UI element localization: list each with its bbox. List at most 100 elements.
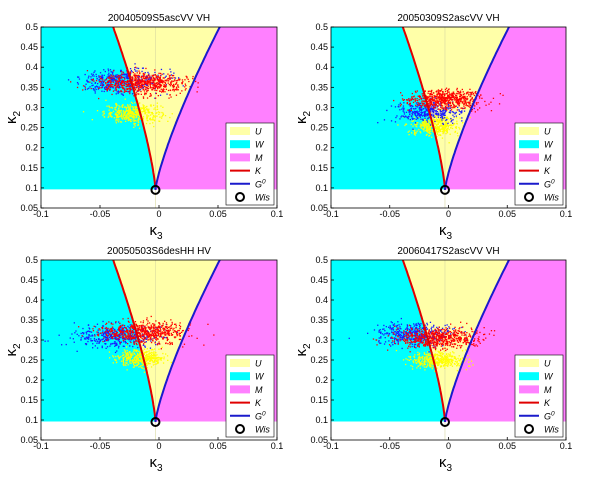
point [103,335,105,337]
point [107,335,109,337]
point [123,118,125,120]
point [138,89,141,91]
region-w [331,260,445,422]
point [143,339,145,341]
legend-label: U [255,359,262,369]
point [97,83,99,85]
point [107,88,109,90]
point [458,110,460,112]
point [114,341,116,343]
point [411,343,413,345]
point [115,344,117,347]
point [106,332,109,334]
point [405,123,408,125]
point [131,102,134,104]
point [151,332,154,334]
point [458,103,460,105]
point [465,358,467,360]
point [478,95,481,98]
point [444,114,446,116]
point [427,110,429,112]
point [437,358,439,360]
point [426,109,428,112]
point [116,119,119,121]
point [451,365,454,367]
point [459,128,461,130]
point [440,93,442,95]
point [130,336,132,338]
point [460,111,462,113]
point [134,76,136,78]
point [424,115,426,117]
point [146,119,148,121]
point [146,97,149,99]
point [409,102,411,105]
point [425,130,428,132]
point [123,113,126,115]
point [445,108,448,110]
point [453,112,455,114]
x-tick-label: 0.05 [209,209,227,219]
point [442,112,444,115]
point [435,127,437,130]
point [454,357,457,360]
point [122,333,124,336]
point [447,360,450,362]
point [111,107,114,109]
point [160,333,162,335]
point [126,356,128,358]
point [125,358,128,360]
point [105,343,107,345]
x-tick-label: 0.05 [498,209,516,219]
point [131,360,134,362]
point [135,361,137,364]
point [143,353,145,355]
point [128,111,130,114]
y-tick-label: 0.1 [315,183,328,193]
point [112,327,114,330]
point [457,93,459,95]
point [141,361,143,363]
x-tick-label: 0.1 [271,209,284,219]
point [430,359,432,361]
point [99,340,101,342]
point [131,112,133,114]
point [111,75,113,78]
point [414,354,416,356]
point [87,81,89,83]
point [423,100,425,103]
point [145,89,147,91]
point [429,106,431,108]
point [138,327,141,329]
point [418,328,420,330]
point [143,348,146,350]
point [147,320,149,322]
point [140,326,143,328]
point [431,108,433,111]
point [434,105,437,107]
point [126,338,128,340]
point [156,327,158,329]
point [437,93,439,95]
point [454,360,457,363]
point [133,332,135,334]
point [418,354,420,356]
point [140,86,142,88]
point [124,338,126,340]
point [119,82,121,85]
point [437,105,439,107]
point [448,128,450,131]
point [144,111,146,113]
point [444,98,447,100]
point [152,113,154,115]
point [446,125,448,127]
point [126,77,128,79]
x-tick-label: 0 [446,209,451,219]
series-1 [82,98,177,129]
x-tick-label: 0 [156,441,161,451]
point [116,334,118,336]
point [150,337,152,339]
legend-label: M [255,153,263,163]
point [88,334,90,336]
point [424,90,426,93]
